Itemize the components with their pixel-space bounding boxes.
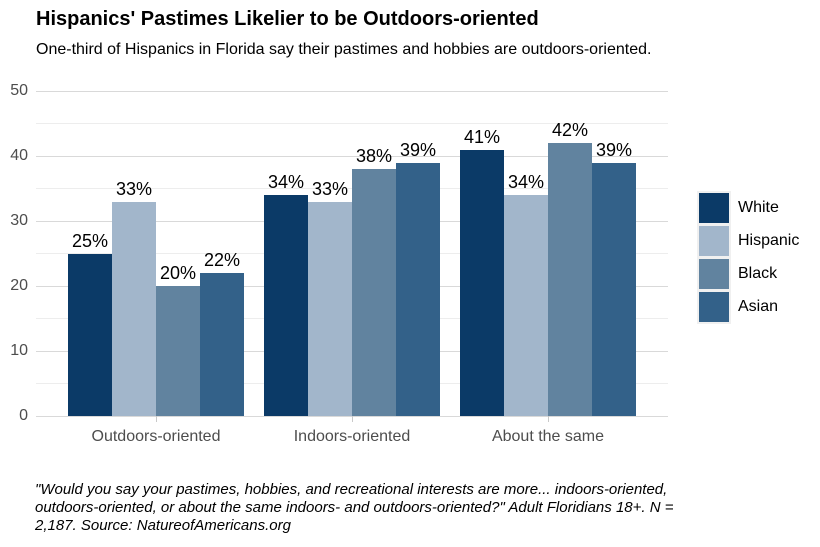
x-axis-category-label: About the same [491, 428, 605, 445]
y-axis-tick-label: 20 [10, 277, 28, 294]
bar-asian-3: 39% [592, 140, 636, 416]
legend-swatch-black [697, 257, 731, 291]
bar-group: 34% 33% 38% 39% [264, 91, 440, 416]
bar-value-label: 22% [203, 250, 241, 270]
bar-value-label: 38% [355, 146, 393, 166]
legend-swatch-hispanic [697, 224, 731, 258]
bar-value-label: 25% [71, 230, 109, 251]
y-axis-tick-label: 0 [19, 407, 28, 424]
plot-panel: 25% 33% 20% 22% 34% 33% 38% 39% 41% 34% 42% 39% [36, 90, 668, 417]
chart-subtitle: One-third of Hispanics in Florida say th… [36, 41, 652, 58]
legend-swatch-asian [697, 290, 731, 324]
gridline-minor [36, 123, 668, 124]
bar-value-label: 34% [507, 172, 545, 192]
legend-label: Hispanic [738, 232, 800, 249]
bar-value-label: 39% [595, 139, 633, 160]
caption-line: outdoors-oriented, or about the same ind… [35, 499, 674, 516]
caption: "Would you say your pastimes, hobbies, a… [35, 481, 673, 535]
legend-swatch-white [697, 191, 731, 225]
bar-black-2: 38% [352, 146, 396, 416]
bar-value-label: 20% [159, 263, 197, 283]
legend: White Hispanic Black Asian [697, 191, 800, 325]
legend-label: Black [738, 265, 778, 282]
legend-item-hispanic: Hispanic [697, 224, 800, 258]
legend-label: Asian [738, 298, 779, 315]
bar-value-label: 34% [267, 172, 305, 192]
bar-group: 41% 34% 42% 39% [460, 91, 636, 416]
x-axis-tick [155, 416, 157, 422]
y-axis-tick-label: 10 [10, 342, 28, 359]
bar-hispanic-2: 33% [308, 179, 352, 416]
legend-item-asian: Asian [697, 290, 799, 324]
bar-value-label: 33% [115, 178, 153, 199]
gridline-major [36, 155, 668, 157]
caption-line: 2,187. Source: NatureofAmericans.org [35, 517, 291, 534]
y-axis-tick-label: 40 [10, 147, 28, 164]
chart-title: Hispanics' Pastimes Likelier to be Outdo… [36, 8, 539, 30]
bar-asian-2: 39% [396, 140, 440, 416]
bar-white-1: 25% [68, 231, 112, 416]
y-axis-tick-label: 50 [10, 82, 28, 99]
legend-item-white: White [697, 191, 799, 225]
legend-item-black: Black [697, 257, 799, 291]
bar-hispanic-3: 34% [504, 172, 548, 416]
bar-group: 25% 33% 20% 22% [68, 91, 244, 416]
bar-black-3: 42% [548, 120, 592, 416]
gridline-major [36, 90, 668, 92]
x-axis-tick [547, 416, 549, 422]
legend-label: White [738, 199, 779, 216]
bar-white-3: 41% [460, 127, 504, 416]
bar-value-label: 33% [311, 178, 349, 199]
x-axis-tick [351, 416, 353, 422]
bar-white-2: 34% [264, 172, 308, 416]
bar-value-label: 39% [399, 139, 437, 160]
x-axis-category-label: Outdoors-oriented [91, 428, 221, 445]
y-axis-tick-label: 30 [10, 212, 28, 229]
bar-asian-1: 22% [200, 250, 244, 416]
bar-black-1: 20% [156, 263, 200, 416]
bar-hispanic-1: 33% [112, 179, 156, 416]
x-axis-category-label: Indoors-oriented [293, 428, 411, 445]
caption-line: "Would you say your pastimes, hobbies, a… [35, 481, 668, 498]
bar-value-label: 42% [551, 120, 589, 140]
bar-value-label: 41% [463, 126, 501, 147]
